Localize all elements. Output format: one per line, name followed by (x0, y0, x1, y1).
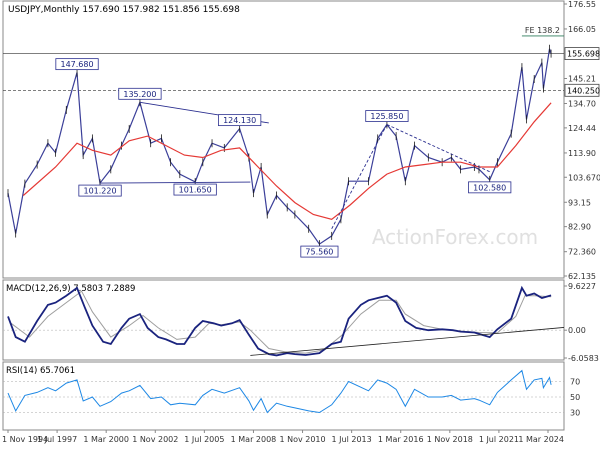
annotation-box (300, 245, 339, 258)
x-tick-label: 1 Mar 2008 (231, 435, 277, 444)
price-y-tick-label: 166.05 (568, 25, 596, 34)
annotation-label: 102.580 (473, 183, 506, 192)
macd-y-tick-label: 9.6227 (568, 282, 596, 291)
rsi-panel-title: RSI(14) 65.7061 (6, 366, 75, 376)
x-tick-label: 1 Nov 1994 (2, 435, 48, 444)
price-y-tick-label: 62.135 (568, 272, 596, 281)
x-tick-label: 1 Mar 2000 (83, 435, 129, 444)
x-tick-label: 1 Mar 2024 (518, 435, 564, 444)
price-y-tick-label: 103.670 (568, 173, 600, 182)
x-tick-label: 1 Jul 2005 (184, 435, 224, 444)
watermark: ActionForex.com (372, 225, 538, 249)
price-y-tick-label: 113.90 (568, 149, 596, 158)
x-tick-label: 1 Mar 2016 (378, 435, 424, 444)
price-line (7, 48, 552, 245)
annotation-label: 147.680 (60, 60, 93, 69)
price-y-tick-label: 176.55 (568, 0, 596, 9)
x-tick-label: 1 Nov 2002 (132, 435, 178, 444)
support-level-box (564, 83, 600, 97)
macd-y-tick-label: -6.0583 (568, 354, 599, 363)
price-panel (2, 0, 565, 279)
annotation-box (78, 184, 122, 197)
moving-average-line (22, 102, 552, 220)
rsi-y-tick-label: 30 (570, 409, 580, 418)
trendline (100, 181, 251, 184)
annotation-label: 124.130 (223, 116, 256, 125)
macd-y-tick-label: 0.00 (568, 326, 586, 335)
rsi-panel (2, 361, 565, 431)
price-panel-title: USDJPY,Monthly 157.690 157.982 151.856 1… (8, 5, 240, 15)
annotation-box (173, 183, 217, 196)
price-y-tick-label: 72.360 (568, 248, 596, 257)
annotation-label: 135.200 (123, 90, 156, 99)
rsi-line (7, 369, 552, 414)
current-price-box (564, 47, 600, 60)
x-tick-label: 1 Jul 1997 (37, 435, 77, 444)
current-price-label: 155.698 (567, 50, 600, 59)
fe-label: FE 138.2 (525, 26, 560, 35)
x-tick-label: 1 Nov 2010 (279, 435, 325, 444)
price-y-tick-label: 134.70 (568, 99, 596, 108)
annotation-box (118, 87, 162, 100)
annotation-label: 101.220 (83, 187, 116, 196)
annotation-label: 75.560 (305, 248, 333, 257)
annotation-box (468, 181, 512, 194)
trendline (386, 124, 490, 173)
rsi-y-tick-label: 50 (570, 393, 580, 402)
macd-panel-title: MACD(12,26,9) 7.5803 7.2889 (6, 284, 135, 294)
x-tick-label: 1 Jul 2013 (332, 435, 372, 444)
annotation-label: 125.850 (370, 112, 403, 121)
price-y-tick-label: 145.21 (568, 75, 596, 84)
annotation-box (365, 110, 409, 122)
macd-trendline (250, 327, 565, 356)
x-tick-label: 1 Jul 2021 (479, 435, 519, 444)
rsi-y-tick-label: 70 (570, 378, 580, 387)
x-tick-label: 1 Nov 2018 (427, 435, 473, 444)
macd-series-macd (7, 285, 552, 357)
annotation-box (218, 114, 262, 127)
annotation-label: 101.650 (179, 186, 212, 195)
price-y-tick-label: 124.44 (568, 124, 596, 133)
macd-panel (2, 279, 565, 361)
price-y-tick-label: 93.15 (568, 198, 591, 207)
annotation-box (55, 58, 99, 71)
support-level-label: 140.250 (567, 86, 600, 95)
price-y-tick-label: 82.90 (568, 223, 591, 232)
